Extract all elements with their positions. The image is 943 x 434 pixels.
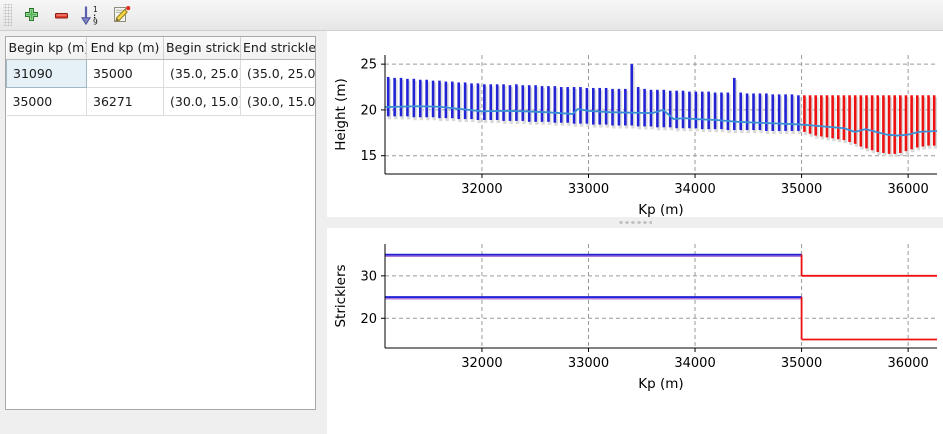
edit-note-icon	[111, 5, 131, 25]
svg-text:35000: 35000	[781, 182, 822, 197]
svg-text:1: 1	[93, 5, 98, 14]
svg-text:9: 9	[93, 17, 98, 25]
svg-text:36000: 36000	[887, 356, 928, 371]
column-header-begin-strickler[interactable]: Begin strickler	[163, 37, 241, 60]
labels-group: 32000 33000 34000 35000 36000 15 20 25 Kp (m) Hei…	[333, 58, 929, 217]
cell-end-strickler[interactable]: (35.0, 25.0)	[240, 59, 315, 88]
cell-end-strickler[interactable]: (30.0, 15.0)	[240, 87, 315, 116]
svg-text:35000: 35000	[781, 356, 822, 371]
sort-button[interactable]: 1 9	[76, 1, 106, 29]
axes-group	[381, 55, 937, 178]
cell-begin-strickler[interactable]: (30.0, 15.0)	[163, 87, 241, 116]
toolbar: 1 9	[0, 0, 943, 31]
height-profile-chart: 32000 33000 34000 35000 36000 15 20 25 Kp (m) Hei…	[327, 31, 943, 217]
svg-text:Kp (m): Kp (m)	[638, 376, 683, 392]
svg-text:32000: 32000	[461, 182, 502, 197]
gridlines-group	[385, 244, 937, 348]
water-line-group	[384, 105, 938, 137]
table-row[interactable]: 31090 35000 (35.0, 25.0) (35.0, 25.0)	[6, 58, 315, 88]
svg-text:Kp (m): Kp (m)	[638, 202, 683, 217]
horizontal-splitter[interactable]	[327, 217, 943, 228]
axes-group	[381, 244, 937, 352]
cell-begin-strickler[interactable]: (35.0, 25.0)	[163, 59, 241, 88]
svg-text:34000: 34000	[674, 356, 715, 371]
splitter-grip-icon	[618, 220, 652, 225]
cell-begin-kp[interactable]: 31090	[6, 58, 87, 88]
column-header-end-strickler[interactable]: End strickler	[240, 37, 315, 60]
toolbar-drag-handle[interactable]	[3, 4, 12, 26]
column-header-begin-kp[interactable]: Begin kp (m)	[6, 37, 87, 60]
svg-text:34000: 34000	[674, 182, 715, 197]
series-group	[385, 253, 937, 341]
svg-text:25: 25	[360, 58, 377, 73]
cell-end-kp[interactable]: 35000	[86, 59, 164, 88]
strickler-profile-chart: 32000 33000 34000 35000 36000 20 30 Kp (m) Stric…	[327, 228, 943, 434]
labels-group: 32000 33000 34000 35000 36000 20 30 Kp (m) Stric…	[333, 264, 929, 392]
bars-group	[386, 64, 938, 157]
svg-text:20: 20	[360, 103, 377, 118]
svg-text:33000: 33000	[568, 182, 609, 197]
remove-button[interactable]	[46, 1, 76, 29]
svg-text:30: 30	[360, 269, 377, 284]
cell-begin-kp[interactable]: 35000	[6, 87, 87, 116]
svg-text:Height (m): Height (m)	[333, 78, 349, 151]
height-profile-svg: 32000 33000 34000 35000 36000 15 20 25 Kp (m) Hei…	[333, 55, 938, 217]
cell-end-kp[interactable]: 36271	[86, 87, 164, 116]
svg-text:33000: 33000	[568, 356, 609, 371]
green-plus-icon	[23, 7, 40, 24]
red-minus-icon	[53, 7, 70, 24]
column-header-end-kp[interactable]: End kp (m)	[86, 37, 164, 60]
svg-text:32000: 32000	[461, 356, 502, 371]
strickler-table-panel[interactable]: Begin kp (m) End kp (m) Begin strickler …	[5, 36, 316, 410]
svg-text:Stricklers: Stricklers	[333, 264, 349, 327]
svg-text:36000: 36000	[887, 182, 928, 197]
edit-button[interactable]	[106, 1, 136, 29]
table-row[interactable]: 35000 36271 (30.0, 15.0) (30.0, 15.0)	[6, 87, 315, 116]
vertical-splitter[interactable]	[316, 31, 327, 434]
table-header-row: Begin kp (m) End kp (m) Begin strickler …	[6, 37, 315, 60]
add-button[interactable]	[16, 1, 46, 29]
strickler-profile-svg: 32000 33000 34000 35000 36000 20 30 Kp (m) Stric…	[333, 244, 937, 392]
strickler-table[interactable]: Begin kp (m) End kp (m) Begin strickler …	[6, 37, 315, 116]
svg-text:15: 15	[360, 149, 377, 164]
sort-descending-icon: 1 9	[80, 5, 102, 26]
svg-text:20: 20	[360, 312, 377, 327]
